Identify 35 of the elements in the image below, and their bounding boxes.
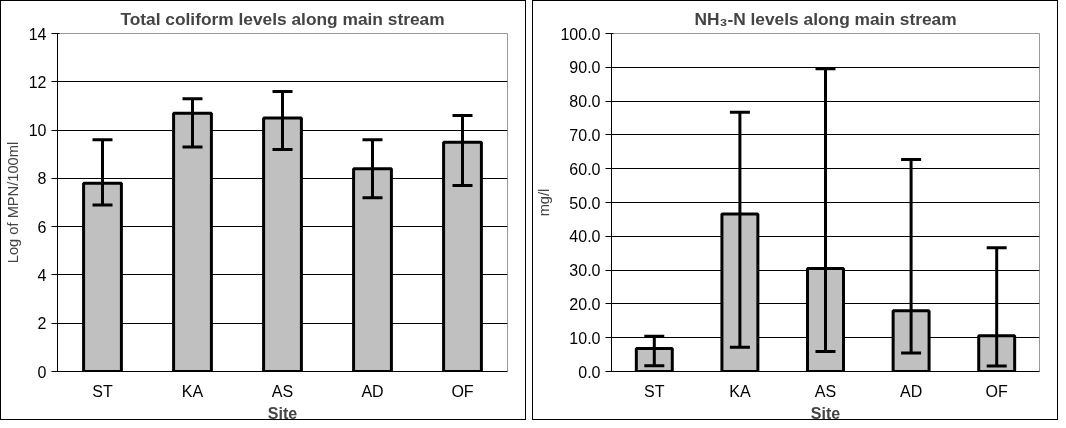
y-tick-label: 30.0	[569, 262, 601, 280]
x-axis-title: Site	[810, 404, 841, 422]
x-tick-label: AS	[271, 382, 294, 400]
y-axis-title: Log of MPN/100ml	[4, 141, 21, 264]
y-tick-label: 50.0	[569, 194, 601, 212]
y-tick-label: 4	[37, 266, 47, 284]
y-tick-label: 100.0	[560, 25, 601, 43]
y-tick-label: 70.0	[569, 126, 601, 144]
y-tick-label: 90.0	[569, 59, 601, 77]
x-tick-label: KA	[729, 382, 751, 400]
x-tick-label: AD	[361, 382, 384, 400]
x-axis-title: Site	[267, 404, 298, 422]
y-tick-label: 10.0	[569, 329, 601, 347]
x-tick-label: ST	[644, 382, 665, 400]
chart-title: Total coliform levels along main stream	[120, 8, 445, 29]
y-tick-label: 14	[28, 25, 47, 43]
x-tick-label: AD	[899, 382, 923, 400]
y-tick-label: 6	[37, 218, 47, 236]
chart-title: NH₃-N levels along main stream	[694, 8, 957, 29]
x-tick-label: ST	[92, 382, 113, 400]
x-tick-label: OF	[451, 382, 474, 400]
x-tick-label: OF	[985, 382, 1009, 400]
y-tick-label: 12	[28, 73, 47, 91]
y-tick-label: 40.0	[569, 228, 601, 246]
y-tick-label: 80.0	[569, 93, 601, 111]
y-tick-label: 2	[37, 315, 47, 333]
y-tick-label: 8	[37, 170, 47, 188]
y-axis-title: mg/l	[536, 188, 553, 217]
y-tick-label: 0	[37, 363, 47, 381]
y-tick-label: 60.0	[569, 160, 601, 178]
y-tick-label: 10	[28, 122, 47, 140]
y-tick-label: 20.0	[569, 295, 601, 313]
x-tick-label: AS	[814, 382, 837, 400]
y-tick-label: 0.0	[578, 363, 601, 381]
x-tick-label: KA	[181, 382, 204, 400]
